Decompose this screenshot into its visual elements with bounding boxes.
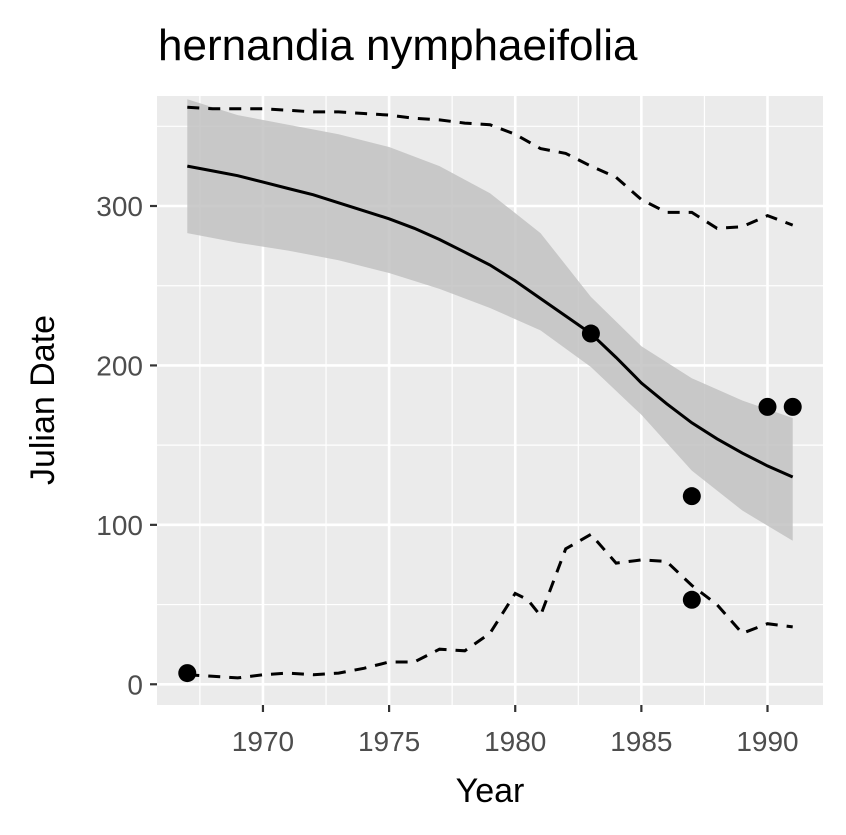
y-tick-label: 300 (96, 191, 143, 222)
x-axis-title: Year (456, 772, 525, 810)
x-tick-label: 1980 (484, 726, 546, 757)
lower-quantile-line (187, 532, 793, 680)
upper-quantile-line (187, 105, 794, 230)
confidence-band-layer (187, 99, 793, 541)
chart-title: hernandia nymphaeifolia (158, 21, 638, 70)
fit-line (187, 164, 794, 479)
x-tick-label: 1970 (232, 726, 294, 757)
x-tick-label: 1975 (358, 726, 420, 757)
confidence-band (187, 99, 793, 541)
data-point (581, 324, 600, 343)
x-tick-label: 1985 (610, 726, 672, 757)
x-tick-label: 1990 (736, 726, 798, 757)
y-tick-label: 100 (96, 510, 143, 541)
data-point (178, 664, 197, 683)
y-tick-label: 0 (127, 669, 143, 700)
x-axis: 1970 1975 1980 1985 1990 (232, 705, 799, 757)
data-point (783, 397, 802, 416)
y-axis-title: Julian Date (24, 315, 62, 485)
line-layer (187, 105, 794, 680)
data-point (682, 487, 701, 506)
data-point (682, 590, 701, 609)
y-axis: 0 100 200 300 (96, 191, 157, 700)
y-tick-label: 200 (96, 350, 143, 381)
point-layer (178, 324, 802, 683)
data-point (758, 397, 777, 416)
